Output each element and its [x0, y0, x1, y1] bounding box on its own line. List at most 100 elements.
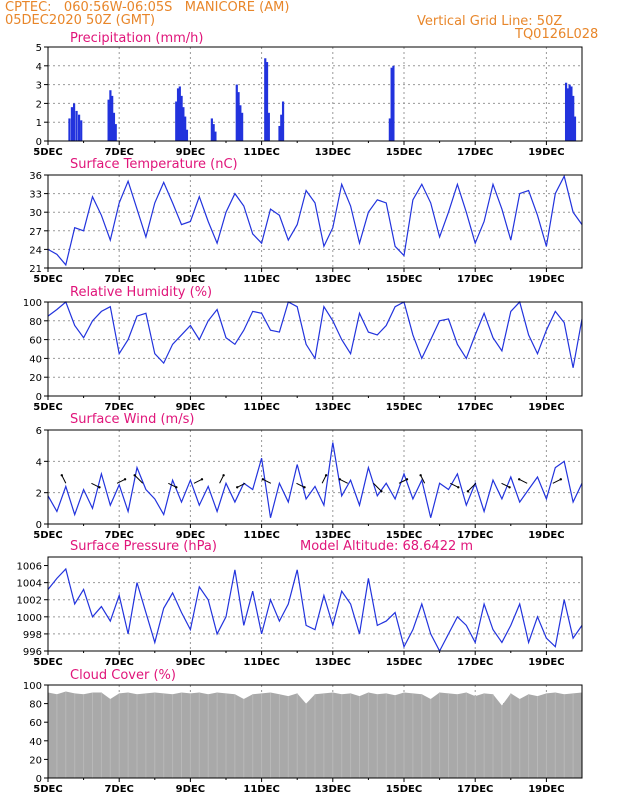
- header-vertical-grid: Vertical Grid Line: 50Z: [417, 14, 563, 29]
- wind-arrow-head: [466, 490, 470, 493]
- wind-panel: Surface Wind (m/s) 0 2 4 6 5DEC 7DEC 9DEC 11DEC 1…: [33, 412, 583, 541]
- precip-bar: [392, 65, 395, 141]
- precip-bar: [281, 101, 285, 141]
- wind-xtick-label: 13DEC: [315, 530, 351, 541]
- pressure-ytick-label: 1004: [17, 579, 42, 590]
- rh-xtick-label: 9DEC: [176, 402, 205, 413]
- header-date: 05DEC2020 50Z (GMT): [5, 13, 156, 28]
- temp-xtick-label: 9DEC: [176, 274, 205, 285]
- precip-bar: [178, 86, 181, 141]
- rh-xtick-label: 19DEC: [528, 402, 564, 413]
- cloud-ytick-label: 80: [29, 700, 42, 711]
- wind-xtick-label: 15DEC: [386, 530, 422, 541]
- temp-xtick-label: 13DEC: [315, 274, 351, 285]
- pressure-panel: Surface Pressure (hPa) Model Altitude: 68…: [17, 539, 583, 668]
- temp-title: Surface Temperature (nC): [70, 157, 238, 172]
- rh-panel: Relative Humidity (%) 0 20 40 60 80 100 5DEC 7DE…: [23, 285, 583, 413]
- wind-arrow-head: [419, 474, 422, 477]
- temp-ytick-label: 27: [29, 227, 42, 238]
- wind-xtick-label: 19DEC: [528, 530, 564, 541]
- precip-frame: [47, 46, 583, 142]
- pressure-frame: [47, 556, 583, 652]
- pressure-xtick-label: 11DEC: [243, 657, 279, 668]
- pressure-xtick-label: 9DEC: [176, 657, 205, 668]
- precip-ytick-label: 4: [36, 62, 42, 73]
- wind-arrow-head: [405, 478, 409, 481]
- wind-arrow: [237, 482, 246, 488]
- precip-bar: [239, 105, 242, 141]
- wind-arrow-head: [457, 486, 460, 489]
- wind-arrow: [518, 478, 528, 484]
- cloud-ytick-label: 100: [23, 681, 42, 692]
- pressure-series-line: [47, 567, 583, 653]
- wind-ytick-label: 2: [36, 489, 42, 500]
- temp-ytick-label: 33: [29, 190, 42, 201]
- pressure-ytick-label: 998: [23, 630, 42, 641]
- precip-bar: [185, 129, 189, 141]
- precip-bar: [278, 125, 281, 141]
- rh-ytick-label: 80: [29, 317, 42, 328]
- rh-ytick-label: 40: [29, 354, 42, 365]
- pressure-xtick-label: 17DEC: [457, 657, 493, 668]
- wind-arrow-head: [236, 486, 239, 489]
- rh-xtick-label: 17DEC: [457, 402, 493, 413]
- pressure-xtick-label: 5DEC: [33, 657, 62, 668]
- precip-bar: [280, 114, 283, 141]
- precip-bar: [72, 103, 76, 141]
- temp-xtick-label: 11DEC: [243, 274, 279, 285]
- wind-arrow: [219, 475, 225, 484]
- cloud-xtick-label: 5DEC: [33, 784, 62, 795]
- precip-bar: [564, 82, 568, 141]
- pressure-ytick-label: 1000: [17, 613, 42, 624]
- wind-arrow: [552, 478, 562, 484]
- wind-ytick-label: 0: [36, 520, 42, 531]
- wind-ytick-label: 6: [36, 426, 42, 437]
- wind-arrow-head: [508, 486, 511, 489]
- wind-arrow: [373, 482, 382, 492]
- precip-ytick-label: 0: [36, 137, 42, 148]
- cloud-xtick-label: 13DEC: [315, 784, 351, 795]
- precip-bar: [235, 84, 238, 141]
- wind-arrow: [168, 482, 177, 488]
- precip-bar: [107, 99, 110, 141]
- wind-xtick-label: 17DEC: [457, 530, 493, 541]
- wind-arrow: [262, 478, 272, 484]
- temp-panel: Surface Temperature (nC) 21 24 27 30 33 36 5DEC…: [29, 157, 583, 285]
- precip-bar: [570, 86, 573, 141]
- rh-title: Relative Humidity (%): [70, 285, 212, 300]
- precip-xtick-label: 7DEC: [104, 147, 133, 158]
- wind-xtick-label: 7DEC: [104, 530, 133, 541]
- rh-xtick-label: 7DEC: [104, 402, 133, 413]
- precip-bar: [568, 84, 571, 141]
- wind-arrow: [61, 475, 67, 484]
- precip-xtick-label: 19DEC: [528, 147, 564, 158]
- rh-ytick-label: 0: [36, 392, 42, 403]
- wind-arrow-head: [175, 486, 178, 489]
- precip-bar: [237, 92, 240, 141]
- pressure-ytick-label: 1006: [17, 562, 42, 573]
- precip-bar: [80, 120, 83, 141]
- wind-series-line: [47, 442, 583, 518]
- temp-frame: [47, 174, 583, 269]
- rh-frame: [47, 301, 583, 397]
- precip-bar: [70, 107, 74, 141]
- wind-ytick-label: 4: [36, 457, 42, 468]
- pressure-xtick-label: 19DEC: [528, 657, 564, 668]
- cloud-frame: [47, 684, 583, 779]
- wind-arrow: [91, 482, 100, 488]
- wind-arrow: [321, 475, 327, 484]
- wind-arrow: [398, 478, 408, 484]
- temp-ytick-label: 21: [29, 264, 42, 275]
- wind-arrow: [450, 482, 459, 488]
- wind-arrow: [193, 478, 203, 484]
- rh-ytick-label: 60: [29, 336, 42, 347]
- precip-ytick-label: 3: [36, 81, 42, 92]
- cloud-title: Cloud Cover (%): [70, 668, 176, 683]
- wind-arrow: [420, 475, 426, 484]
- wind-arrow-head: [98, 486, 101, 489]
- rh-xtick-label: 5DEC: [33, 402, 62, 413]
- wind-arrow-head: [200, 478, 204, 481]
- cloud-xtick-label: 15DEC: [386, 784, 422, 795]
- precip-bar: [68, 118, 71, 141]
- temp-xtick-label: 15DEC: [386, 274, 422, 285]
